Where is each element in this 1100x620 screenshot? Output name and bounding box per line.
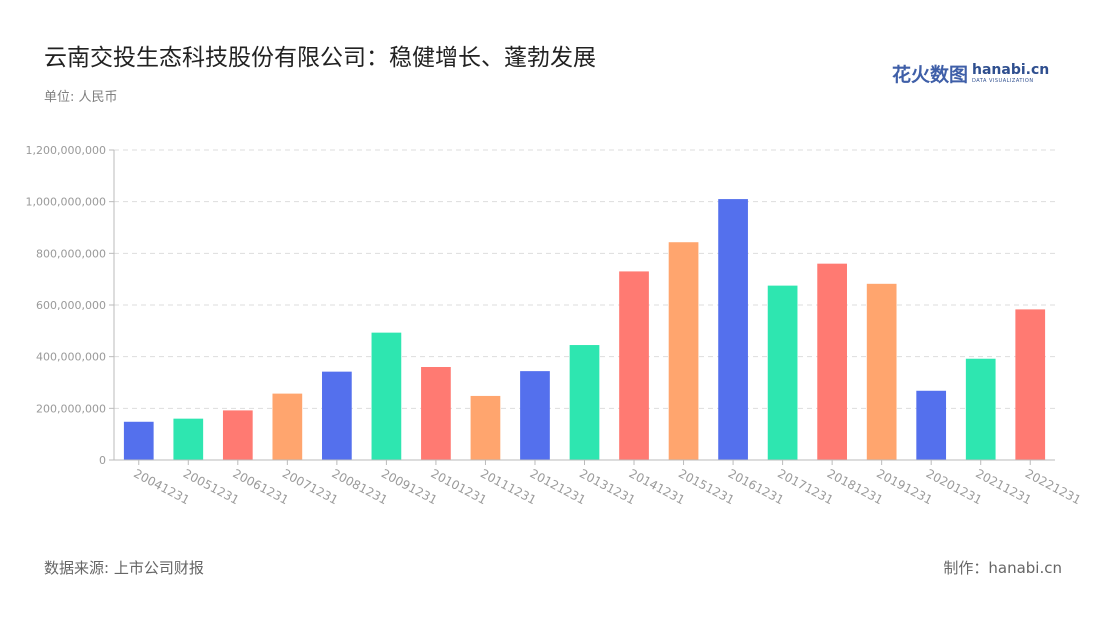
x-tick-label: 20081231 (329, 466, 390, 507)
bar-20151231 (668, 242, 699, 460)
y-tick-label: 1,000,000,000 (26, 196, 106, 209)
brand-logo: 花火数图 hanabi.cn DATA VISUALIZATION (892, 60, 1049, 87)
x-tick-label: 20141231 (627, 466, 688, 507)
x-tick-label: 20181231 (825, 466, 886, 507)
x-tick-label: 20121231 (528, 466, 589, 507)
bar-20141231 (619, 271, 649, 460)
bar-20111231 (470, 395, 501, 460)
x-tick-label: 20211231 (973, 466, 1034, 507)
bar-20071231 (272, 393, 303, 460)
bars (123, 199, 1046, 461)
x-axis-ticks: 2004123120051231200612312007123120081231… (131, 460, 1083, 507)
bar-20041231 (123, 421, 154, 460)
chart-title: 云南交投生态科技股份有限公司：稳健增长、蓬勃发展 (44, 45, 596, 71)
y-tick-label: 1,200,000,000 (26, 144, 106, 157)
axes (113, 150, 1055, 461)
x-tick-label: 20191231 (874, 466, 935, 507)
y-axis-ticks: 0 200,000,000 400,000,000 600,000,000 800,00… (26, 144, 114, 467)
bar-20191231 (866, 283, 897, 460)
x-tick-label: 20071231 (280, 466, 341, 507)
y-tick-label: 200,000,000 (36, 402, 106, 415)
data-source: 数据来源: 上市公司财报 (44, 559, 204, 577)
bar-20201231 (916, 390, 947, 460)
logo-en-text: hanabi.cn (972, 62, 1050, 78)
logo-en-block: hanabi.cn DATA VISUALIZATION (972, 63, 1049, 84)
y-tick-label: 400,000,000 (36, 351, 106, 364)
x-tick-label: 20111231 (478, 466, 539, 507)
y-tick-label: 0 (99, 454, 106, 467)
x-tick-label: 20151231 (676, 466, 737, 507)
x-tick-label: 20051231 (181, 466, 242, 507)
bar-20181231 (817, 263, 847, 460)
x-tick-label: 20171231 (775, 466, 836, 507)
unit-label: 单位: 人民币 (44, 90, 118, 105)
x-tick-label: 20131231 (577, 466, 638, 507)
x-tick-label: 20041231 (131, 466, 192, 507)
bar-20091231 (371, 332, 402, 460)
bar-20131231 (569, 345, 600, 460)
bar-20061231 (222, 410, 253, 460)
logo-cn-text: 花火数图 (892, 64, 969, 86)
bar-20221231 (1015, 309, 1046, 460)
bar-20171231 (767, 285, 798, 460)
credit-label: 制作：hanabi.cn (943, 559, 1062, 577)
x-tick-label: 20061231 (230, 466, 291, 507)
bar-20121231 (520, 371, 550, 460)
bar-20211231 (965, 358, 996, 460)
bar-20081231 (322, 371, 352, 460)
bar-20051231 (173, 418, 204, 460)
x-tick-label: 20091231 (379, 466, 440, 507)
y-tick-label: 800,000,000 (36, 247, 106, 260)
y-tick-label: 600,000,000 (36, 299, 106, 312)
x-tick-label: 20161231 (726, 466, 787, 507)
x-tick-label: 20221231 (1023, 466, 1084, 507)
x-tick-label: 20101231 (429, 466, 490, 507)
bar-20101231 (421, 367, 451, 460)
x-tick-label: 20201231 (924, 466, 985, 507)
logo-tagline: DATA VISUALIZATION (972, 78, 1034, 84)
bar-20161231 (718, 199, 748, 461)
